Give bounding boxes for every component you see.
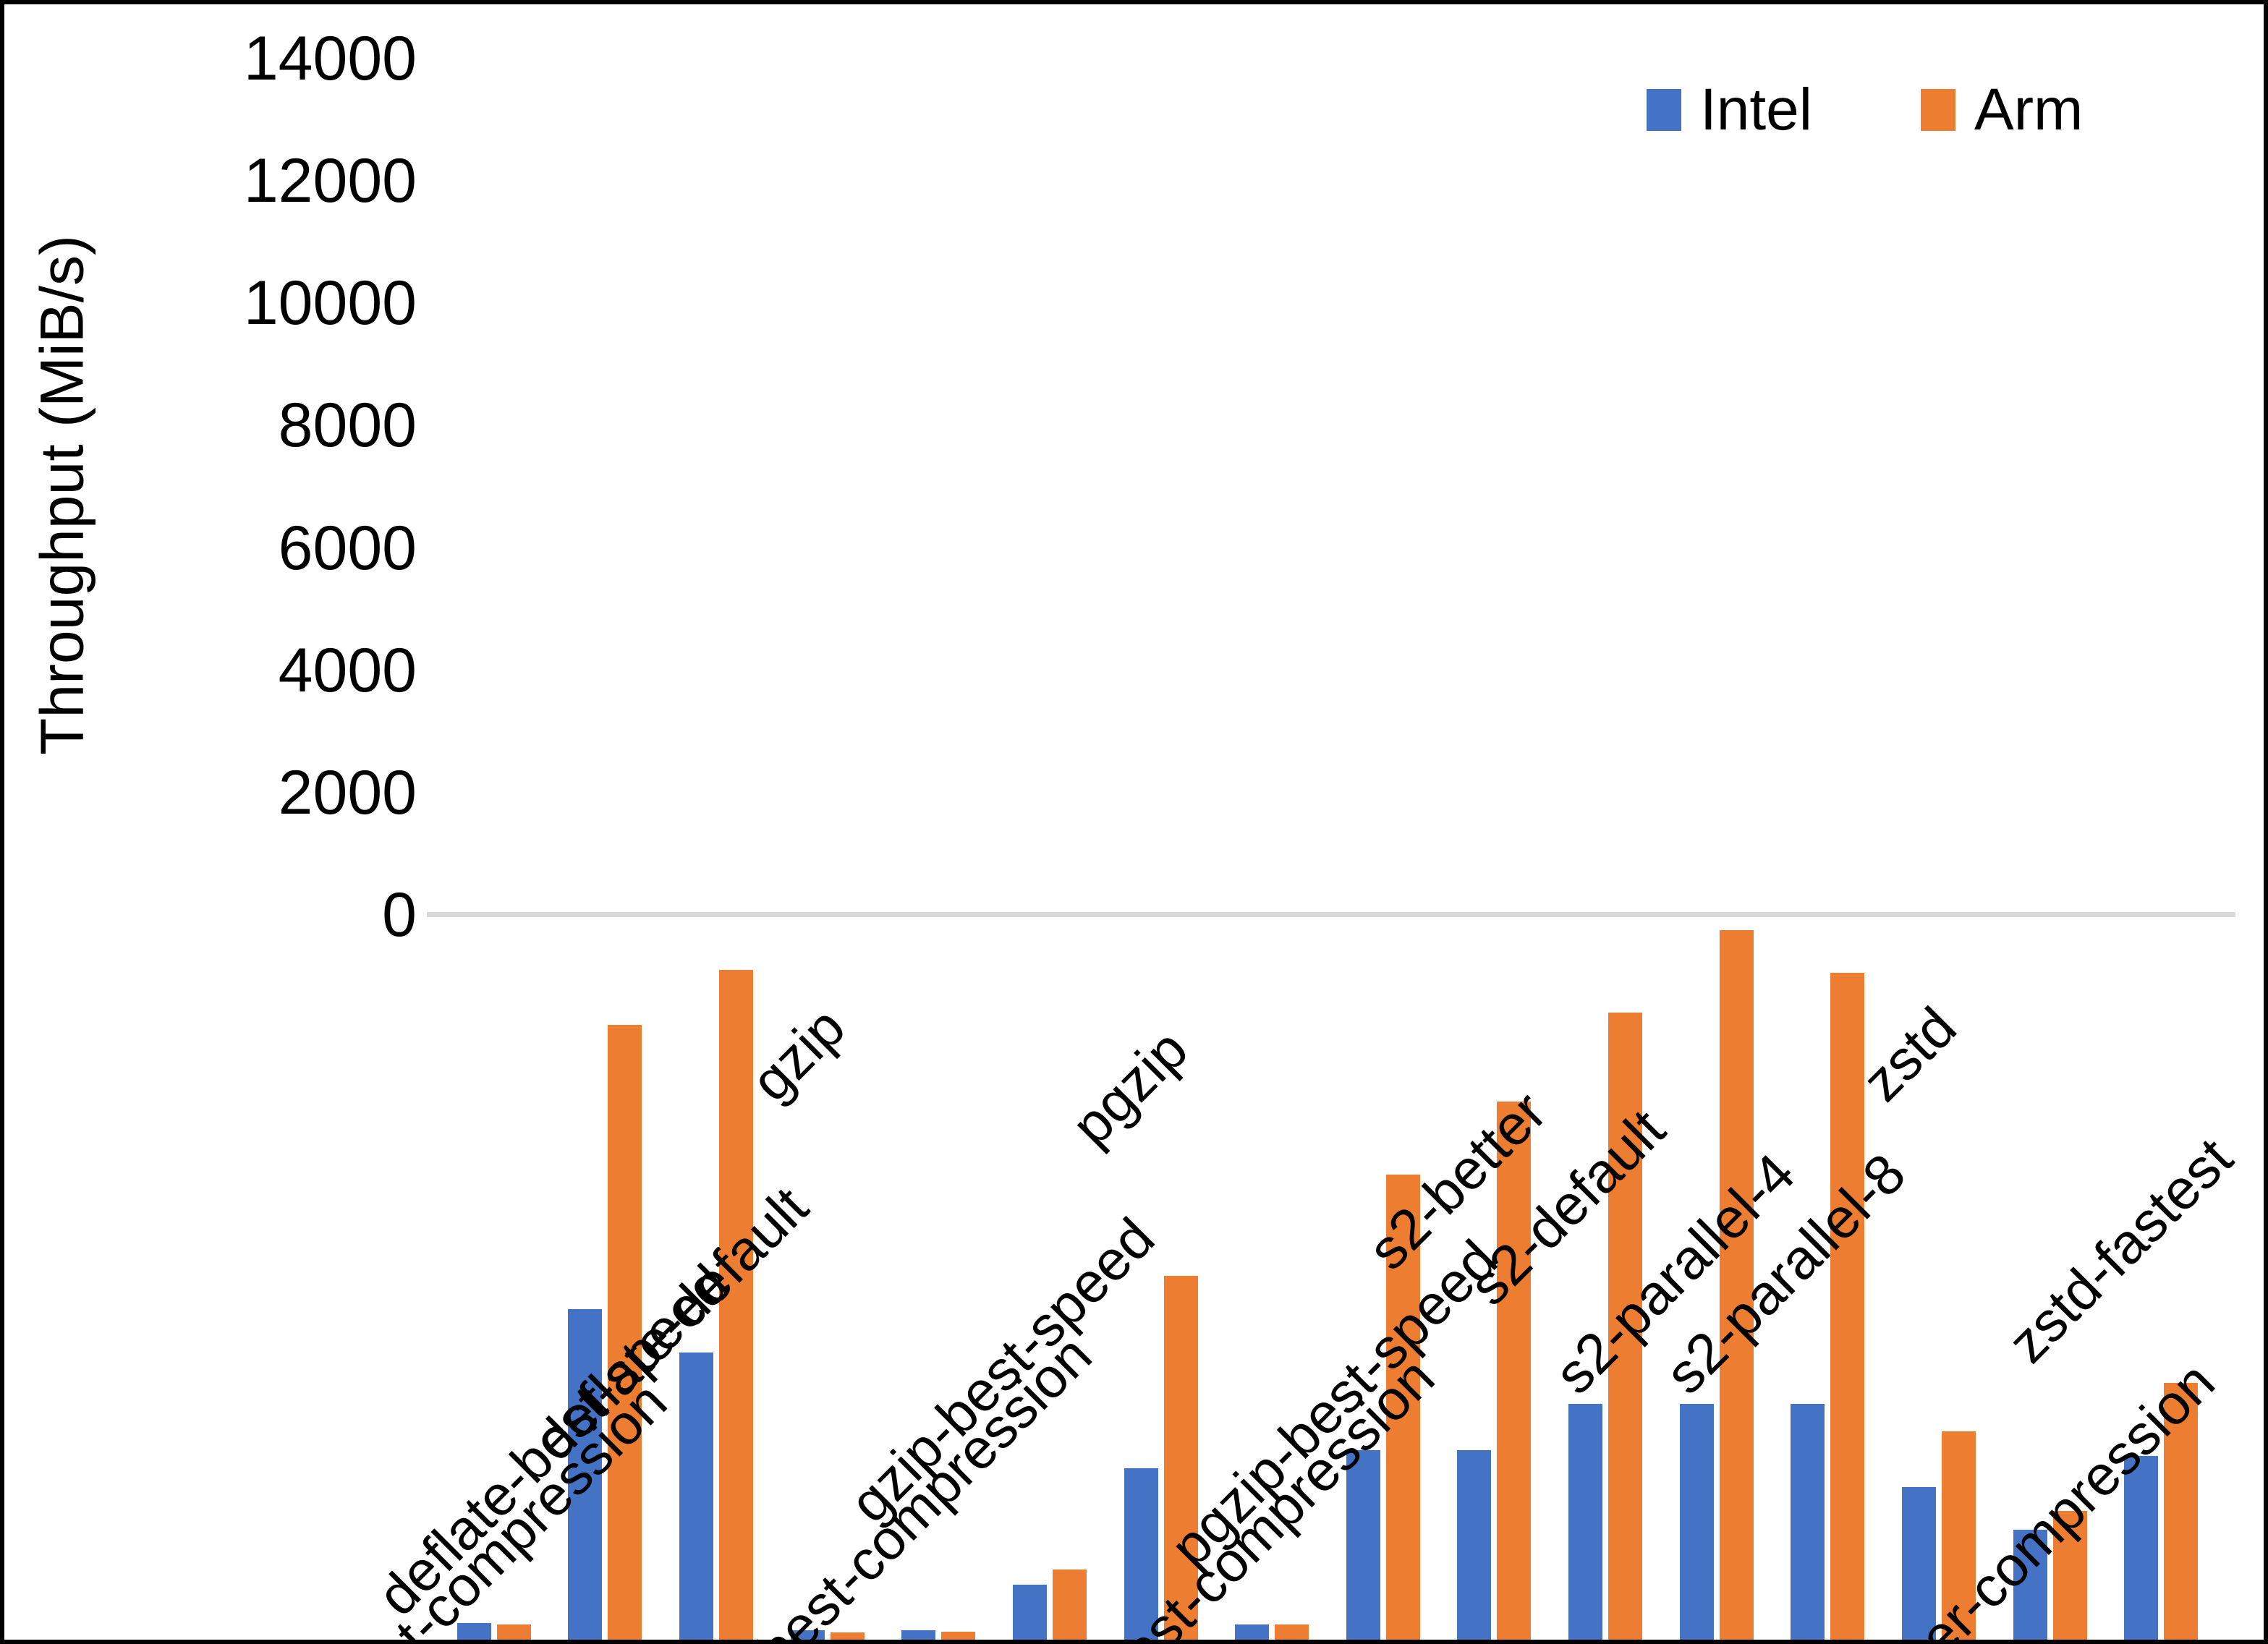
category-axis-line bbox=[427, 912, 2235, 917]
x-tick-cell: deflate-default bbox=[522, 924, 820, 1473]
x-tick-cell: zstd-fastest bbox=[1995, 924, 2244, 1387]
bar-arm[interactable] bbox=[1941, 1431, 1976, 1640]
legend-swatch-intel bbox=[1647, 89, 1681, 131]
bar-arm[interactable] bbox=[2164, 1382, 2199, 1640]
legend-item-intel[interactable]: Intel bbox=[1647, 80, 1812, 140]
legend-label-intel: Intel bbox=[1700, 77, 1812, 142]
x-axis-tick-labels: deflate-best-compression deflate-best-spe… bbox=[186, 924, 2245, 1640]
bar-arm[interactable] bbox=[1275, 1624, 1309, 1640]
x-tick-cell: zstd bbox=[1850, 924, 1995, 1387]
x-tick-cell: pgzip-best-compression bbox=[978, 924, 1447, 1640]
bar-intel[interactable] bbox=[901, 1630, 936, 1640]
y-tick-label: 12000 bbox=[243, 146, 417, 216]
x-tick-cell: pgzip bbox=[1059, 924, 1217, 1387]
bar-intel[interactable] bbox=[1457, 1449, 1492, 1640]
bar-group bbox=[1550, 59, 1661, 1640]
y-tick-label: 4000 bbox=[278, 635, 417, 705]
bar-arm[interactable] bbox=[1719, 929, 1754, 1640]
bar-arm[interactable] bbox=[608, 1025, 642, 1640]
bar-arm[interactable] bbox=[1052, 1569, 1087, 1640]
plot-bars bbox=[438, 59, 2217, 1640]
bar-arm[interactable] bbox=[719, 969, 754, 1640]
bar-intel[interactable] bbox=[1124, 1468, 1158, 1640]
bar-intel[interactable] bbox=[1901, 1486, 1936, 1640]
bar-intel[interactable] bbox=[456, 1623, 491, 1640]
bar-arm[interactable] bbox=[1163, 1275, 1198, 1640]
x-tick-cell: deflate-best-compression bbox=[186, 924, 679, 1640]
bar-intel[interactable] bbox=[1235, 1624, 1270, 1640]
x-tick-cell: s2-better bbox=[1356, 924, 1558, 1387]
bar-group bbox=[1883, 59, 1995, 1640]
bar-arm[interactable] bbox=[941, 1632, 976, 1640]
bar-arm[interactable] bbox=[1385, 1175, 1420, 1640]
bar-group bbox=[438, 59, 550, 1640]
bar-group bbox=[1439, 59, 1550, 1640]
bar-arm[interactable] bbox=[830, 1632, 865, 1640]
y-tick-label: 10000 bbox=[243, 268, 417, 338]
x-tick-label: zstd-fastest bbox=[1995, 1125, 2245, 1375]
bar-group bbox=[1661, 59, 1772, 1640]
bar-arm[interactable] bbox=[1497, 1101, 1532, 1640]
bar-group bbox=[883, 59, 995, 1640]
y-tick-label: 2000 bbox=[278, 757, 417, 827]
y-tick-label: 0 bbox=[382, 880, 417, 950]
legend-item-arm[interactable]: Arm bbox=[1921, 80, 2083, 140]
bar-intel[interactable] bbox=[1679, 1404, 1714, 1640]
bar-group bbox=[2105, 59, 2217, 1640]
bar-arm[interactable] bbox=[1830, 973, 1865, 1640]
x-tick-cell: gzip bbox=[739, 924, 883, 1387]
bar-intel[interactable] bbox=[1568, 1404, 1603, 1640]
bar-arm[interactable] bbox=[496, 1624, 531, 1640]
x-tick-cell: gzip-best-speed bbox=[838, 924, 1167, 1535]
bar-group bbox=[550, 59, 661, 1640]
legend-label-arm: Arm bbox=[1974, 77, 2084, 142]
bar-group bbox=[994, 59, 1105, 1640]
bar-group bbox=[1995, 59, 2106, 1640]
legend-swatch-arm bbox=[1921, 89, 1955, 131]
bar-intel[interactable] bbox=[1346, 1449, 1380, 1640]
bar-intel[interactable] bbox=[790, 1630, 825, 1640]
bar-arm[interactable] bbox=[1608, 1013, 1643, 1640]
y-axis-title: Throughput (MiB/s) bbox=[27, 235, 96, 755]
bar-intel[interactable] bbox=[2124, 1456, 2159, 1640]
bar-arm[interactable] bbox=[2052, 1511, 2087, 1640]
bar-intel[interactable] bbox=[568, 1309, 603, 1640]
bar-intel[interactable] bbox=[1012, 1584, 1047, 1640]
bar-intel[interactable] bbox=[2013, 1529, 2047, 1640]
bar-intel[interactable] bbox=[1791, 1404, 1825, 1640]
legend: Intel Arm bbox=[1647, 80, 2083, 140]
bar-group bbox=[1772, 59, 1884, 1640]
x-tick-cell: gzip-best-compression bbox=[658, 924, 1104, 1640]
x-tick-cell: pgzip-best-speed bbox=[1158, 924, 1508, 1579]
bar-group bbox=[1328, 59, 1439, 1640]
x-tick-cell: s2-parallel-8 bbox=[1653, 924, 1918, 1406]
bar-group bbox=[661, 59, 772, 1640]
y-tick-label: 14000 bbox=[243, 24, 417, 93]
y-tick-label: 8000 bbox=[278, 391, 417, 461]
bar-intel[interactable] bbox=[679, 1352, 714, 1640]
bar-group bbox=[772, 59, 883, 1640]
y-tick-label: 6000 bbox=[278, 513, 417, 583]
bar-group bbox=[1216, 59, 1328, 1640]
y-axis-tick-labels: 14000 12000 10000 8000 6000 4000 2000 0 bbox=[106, 4, 417, 946]
bar-group bbox=[1105, 59, 1217, 1640]
